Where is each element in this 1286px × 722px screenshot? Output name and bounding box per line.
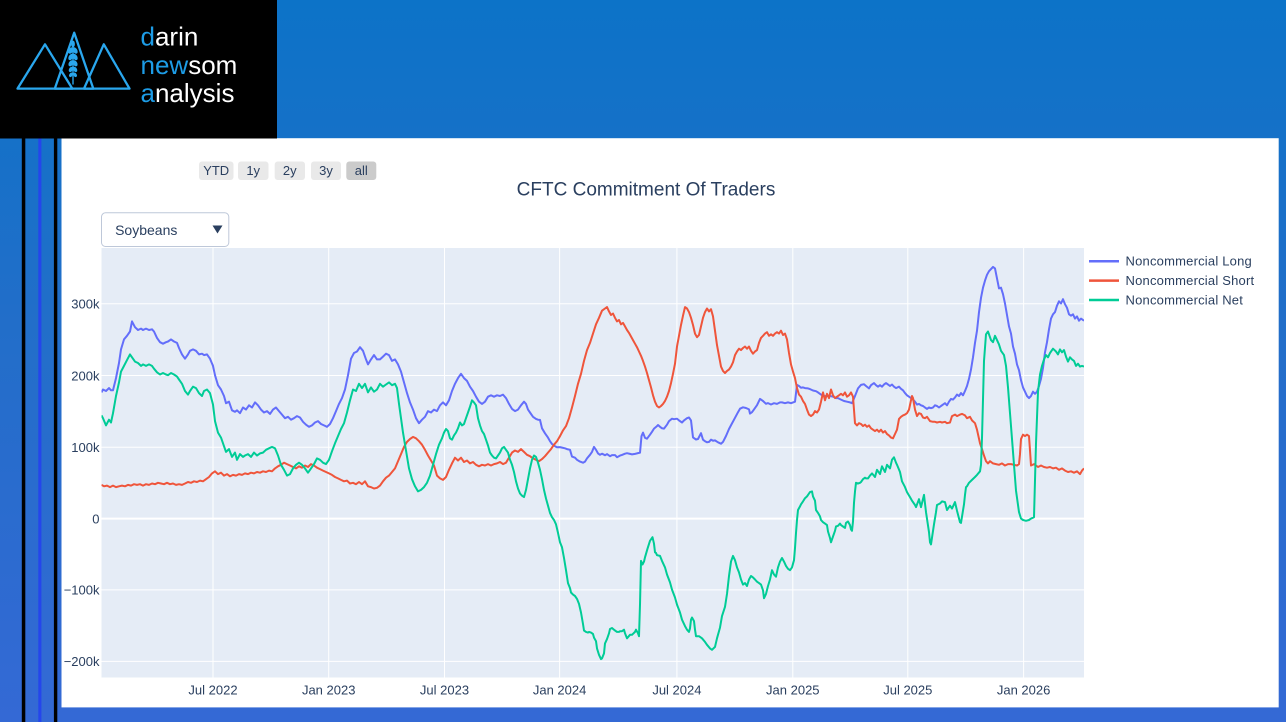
svg-text:newsom: newsom	[141, 50, 238, 80]
svg-text:0: 0	[92, 511, 99, 526]
svg-text:Jan 2024: Jan 2024	[533, 683, 587, 698]
svg-text:2y: 2y	[283, 163, 297, 178]
svg-text:100k: 100k	[71, 440, 100, 455]
svg-text:Jan 2025: Jan 2025	[766, 683, 820, 698]
svg-text:CFTC Commitment Of Traders: CFTC Commitment Of Traders	[517, 180, 776, 201]
svg-text:Jan 2023: Jan 2023	[302, 683, 356, 698]
svg-text:all: all	[355, 163, 368, 178]
svg-text:200k: 200k	[71, 368, 100, 383]
svg-text:−100k: −100k	[64, 583, 100, 598]
svg-text:Jul 2023: Jul 2023	[420, 683, 469, 698]
svg-text:Noncommercial Long: Noncommercial Long	[1126, 254, 1252, 269]
svg-text:3y: 3y	[319, 163, 333, 178]
svg-text:Jul 2024: Jul 2024	[652, 683, 701, 698]
svg-text:Soybeans: Soybeans	[115, 222, 177, 238]
svg-text:Jan 2026: Jan 2026	[997, 683, 1051, 698]
svg-text:Jul 2025: Jul 2025	[883, 683, 932, 698]
svg-text:Jul 2022: Jul 2022	[188, 683, 237, 698]
svg-text:1y: 1y	[246, 163, 260, 178]
svg-text:Noncommercial Short: Noncommercial Short	[1126, 273, 1255, 288]
svg-text:−200k: −200k	[64, 654, 100, 669]
svg-text:YTD: YTD	[203, 163, 229, 178]
svg-text:analysis: analysis	[141, 78, 235, 108]
svg-text:300k: 300k	[71, 297, 100, 312]
svg-text:Noncommercial Net: Noncommercial Net	[1126, 292, 1244, 307]
svg-text:darin: darin	[141, 22, 199, 52]
